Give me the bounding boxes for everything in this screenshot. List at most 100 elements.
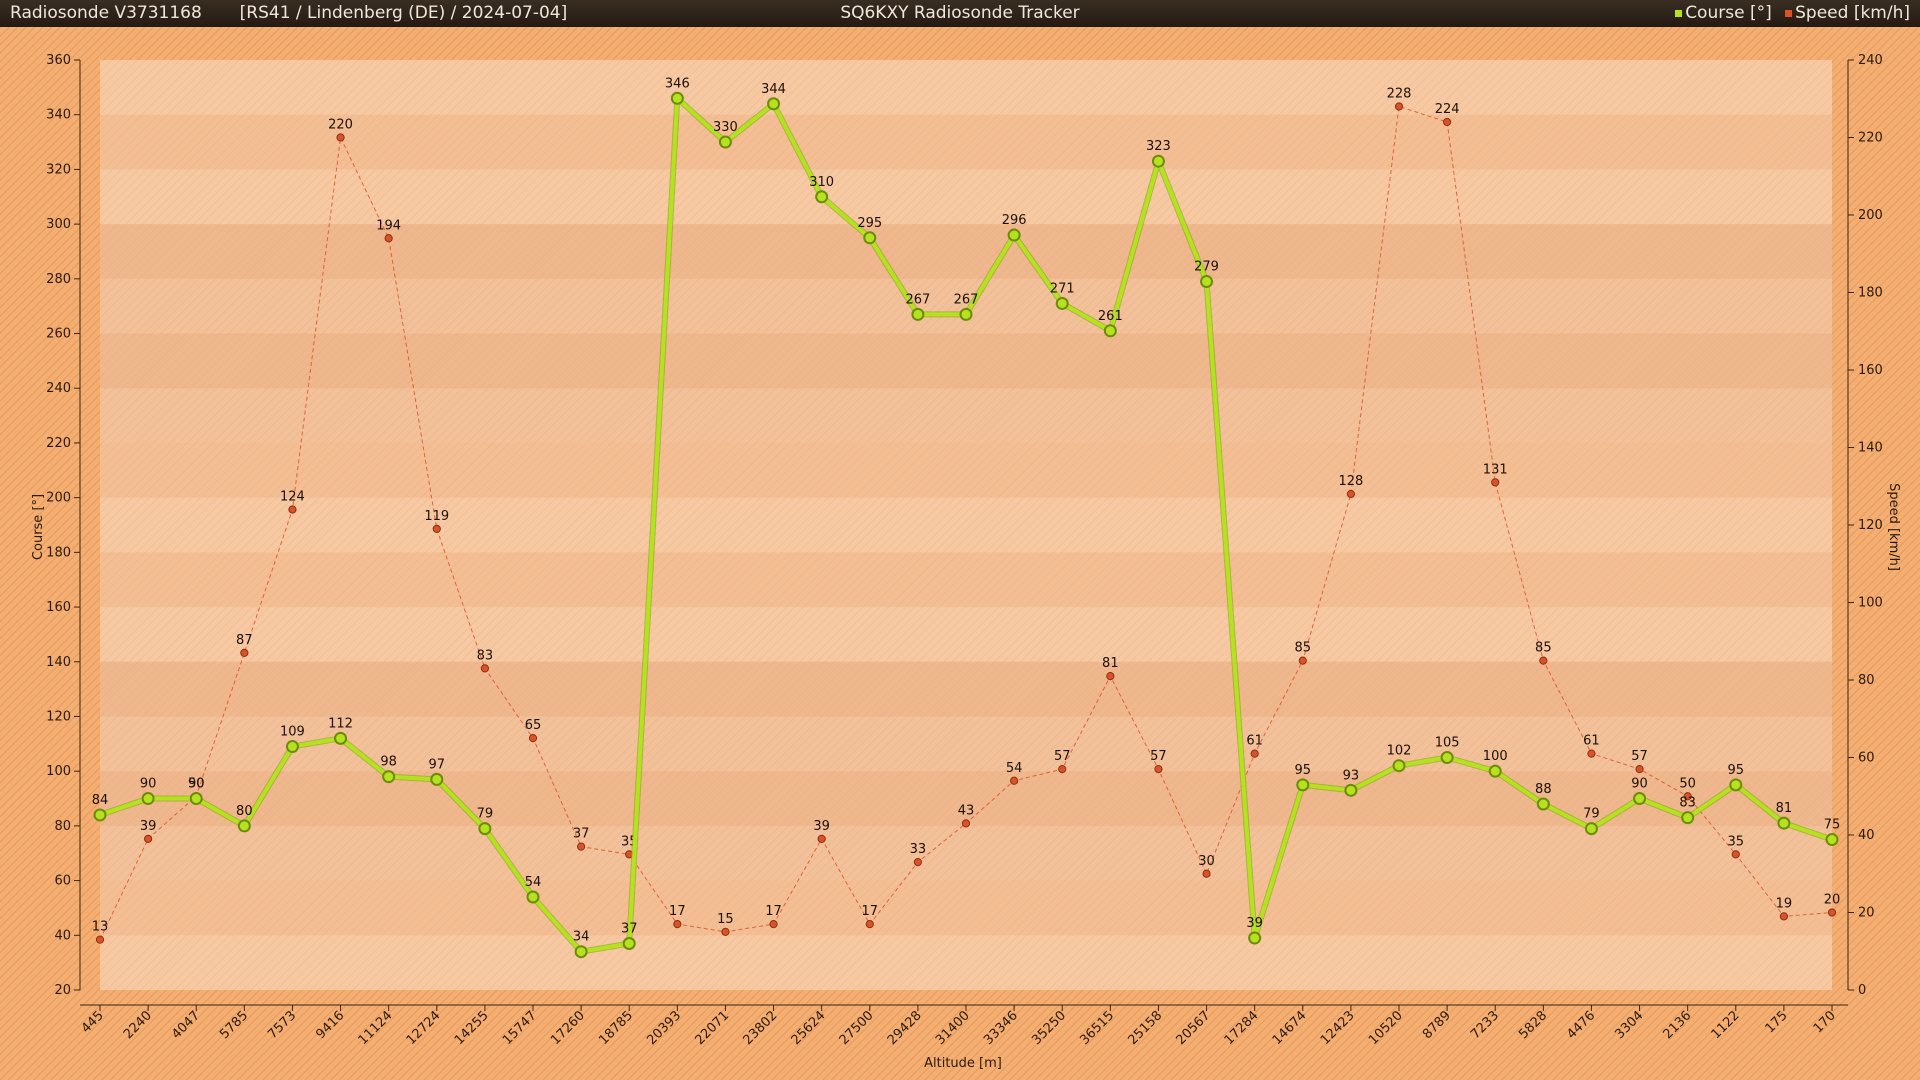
y-right-tick-label: 120 [1858, 518, 1883, 533]
speed-point [1202, 869, 1211, 878]
speed-data-label: 224 [1435, 102, 1460, 117]
course-data-label: 88 [1535, 782, 1552, 797]
course-point [1825, 833, 1839, 847]
course-point [1007, 228, 1021, 242]
course-point [670, 91, 684, 105]
course-data-label: 98 [380, 755, 397, 770]
y-right-tick-label: 40 [1858, 828, 1875, 843]
course-data-label: 75 [1824, 818, 1841, 833]
y-left-tick-label: 360 [46, 53, 71, 68]
course-data-label: 296 [1002, 213, 1027, 228]
course-point [1200, 275, 1214, 289]
y-left-tick-label: 280 [46, 272, 71, 287]
course-point [1488, 764, 1502, 778]
course-data-label: 97 [429, 757, 446, 772]
y-right-tick-label: 140 [1858, 441, 1883, 456]
speed-point [577, 842, 586, 851]
speed-point [817, 834, 826, 843]
speed-point [1539, 656, 1548, 665]
grid-bands [100, 60, 1832, 990]
legend-course-label: Course [°] [1685, 3, 1772, 23]
speed-data-label: 194 [376, 218, 401, 233]
y-left-tick-label: 340 [46, 108, 71, 123]
speed-point [528, 734, 538, 743]
speed-data-label: 128 [1338, 474, 1363, 489]
course-data-label: 344 [761, 82, 786, 97]
course-data-label: 100 [1483, 749, 1508, 764]
course-data-label: 93 [1343, 768, 1360, 783]
speed-data-label: 124 [280, 490, 305, 505]
speed-data-label: 19 [1776, 896, 1793, 911]
y-right-tick-label: 240 [1858, 53, 1883, 68]
course-point [285, 740, 299, 754]
course-data-label: 295 [857, 216, 882, 231]
speed-point [769, 920, 778, 929]
speed-point [673, 920, 682, 929]
speed-point [384, 234, 393, 243]
legend-course-swatch [1675, 9, 1683, 17]
course-data-label: 39 [1246, 916, 1263, 931]
plot-area [100, 60, 1832, 990]
speed-point [240, 648, 249, 657]
course-data-label: 90 [188, 777, 205, 792]
course-data-label: 79 [477, 807, 494, 822]
speed-point [865, 920, 874, 929]
legend-speed[interactable]: Speed [km/h] [1785, 3, 1910, 23]
grid-band [100, 880, 1832, 936]
course-data-label: 105 [1435, 736, 1460, 751]
course-data-label: 112 [328, 716, 353, 731]
course-point [574, 945, 588, 959]
course-point [1633, 792, 1647, 806]
course-data-label: 102 [1387, 744, 1412, 759]
course-point [911, 307, 925, 321]
speed-data-label: 15 [717, 912, 734, 927]
course-point [863, 231, 877, 245]
speed-point [1346, 489, 1355, 499]
speed-point [336, 133, 345, 142]
y-left-tick-label: 100 [46, 764, 71, 779]
grid-band-major [100, 224, 1832, 443]
speed-data-label: 81 [1102, 656, 1119, 671]
y-right-tick-label: 220 [1858, 131, 1883, 146]
course-point [1248, 931, 1262, 945]
course-data-label: 109 [280, 725, 305, 740]
legend-course[interactable]: Course [°] [1675, 3, 1772, 23]
course-point [1584, 822, 1598, 836]
course-point [1729, 778, 1743, 792]
speed-data-label: 85 [1535, 641, 1552, 656]
speed-data-label: 30 [1198, 854, 1215, 869]
speed-point [95, 935, 105, 944]
grid-band [100, 224, 1832, 279]
speed-point [1058, 765, 1067, 774]
course-point [93, 808, 107, 822]
speed-point [1010, 776, 1019, 785]
course-point [141, 792, 155, 806]
course-point [1151, 154, 1165, 168]
course-point [959, 307, 973, 321]
course-data-label: 95 [1295, 763, 1312, 778]
course-data-label: 90 [1631, 777, 1648, 792]
y-right-tick-label: 180 [1858, 286, 1883, 301]
course-point [1344, 783, 1358, 797]
speed-data-label: 131 [1483, 462, 1508, 477]
y-left-tick-label: 240 [46, 381, 71, 396]
course-data-label: 79 [1583, 807, 1600, 822]
speed-point [288, 505, 297, 514]
altitude-chart: 2040608010012014016018020022024026028030… [0, 27, 1920, 1080]
speed-point [1298, 656, 1307, 665]
course-point [1055, 296, 1069, 310]
course-data-label: 90 [140, 777, 157, 792]
speed-point [1154, 765, 1163, 774]
course-point [767, 97, 781, 111]
course-point [815, 190, 829, 204]
y-left-tick-label: 180 [46, 545, 71, 560]
course-data-label: 261 [1098, 309, 1123, 324]
speed-point [721, 927, 730, 936]
speed-point [1106, 672, 1115, 681]
course-point [382, 770, 396, 784]
course-data-label: 267 [954, 292, 979, 307]
chart-legend: Course [°] Speed [km/h] [1667, 0, 1910, 27]
speed-data-label: 65 [525, 718, 542, 733]
course-data-label: 346 [665, 76, 690, 91]
speed-series: 13 39 50 87 124 220 194 119 83 65 37 35 17 15 17 39 17 33… [92, 87, 1840, 944]
